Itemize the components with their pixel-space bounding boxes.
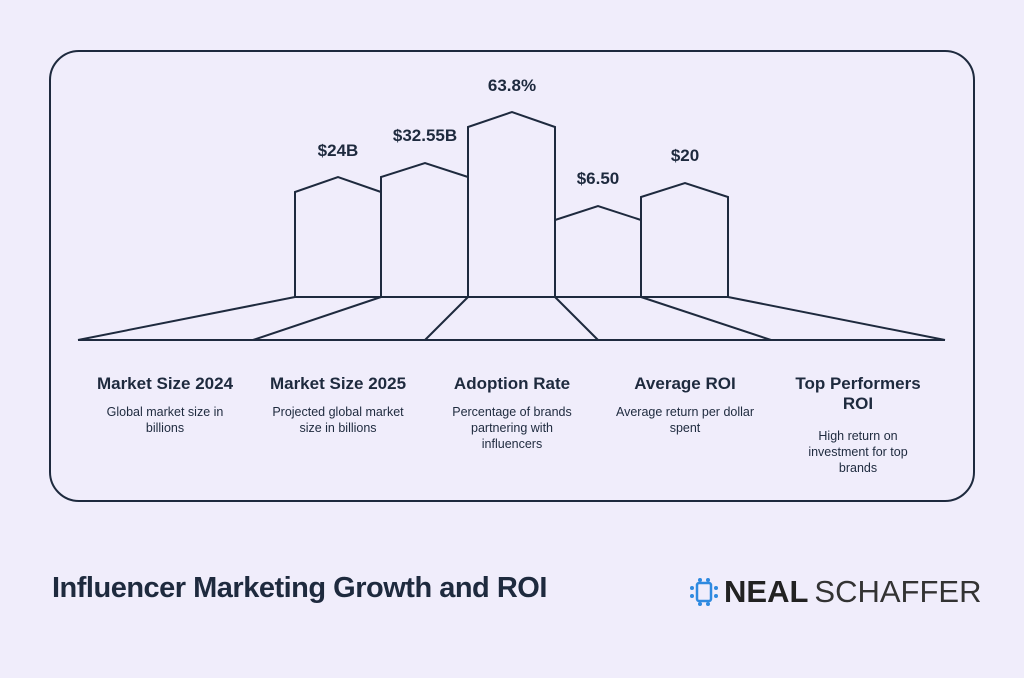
building-3 [467,110,556,297]
value-label: 63.8% [487,76,537,95]
logo-icon [690,578,718,606]
item-column: Market Size 2025 Projected global market… [253,374,423,436]
item-description: Average return per dollar spent [615,405,755,435]
item-description: Projected global market size in billions [272,405,404,435]
perspective-line [424,296,469,341]
item-column: Top Performers ROI High return on invest… [783,374,933,476]
perspective-line [640,296,772,341]
building-2 [380,161,469,297]
item-column: Average ROI Average return per dollar sp… [600,374,770,436]
item-title: Market Size 2024 [96,374,234,393]
building-5 [640,181,729,297]
item-description: Percentage of brands partnering with inf… [452,405,572,451]
perspective-line [727,296,946,341]
logo-text-light: SCHAFFER [814,574,982,609]
perspective-line [554,296,599,341]
item-description: Global market size in billions [106,405,224,435]
perspective-line [252,296,382,341]
page-title: Influencer Marketing Growth and ROI [52,572,547,604]
building-1 [294,175,382,297]
item-title: Market Size 2025 [269,374,407,393]
infographic-card [49,50,975,502]
brand-logo: NEAL SCHAFFER [690,574,981,610]
item-column: Adoption Rate Percentage of brands partn… [427,374,597,452]
item-title: Average ROI [634,374,736,393]
perspective-line [77,296,296,341]
item-column: Market Size 2024 Global market size in b… [80,374,250,436]
item-description: High return on investment for top brands [808,429,908,475]
value-label: $32.55B [392,126,458,145]
building-4 [554,204,642,297]
value-label: $20 [670,146,700,165]
item-title: Adoption Rate [453,374,571,393]
value-label: $24B [317,141,359,160]
logo-text-bold: NEAL [724,574,809,609]
item-title: Top Performers ROI [795,374,921,413]
value-label: $6.50 [576,169,620,188]
